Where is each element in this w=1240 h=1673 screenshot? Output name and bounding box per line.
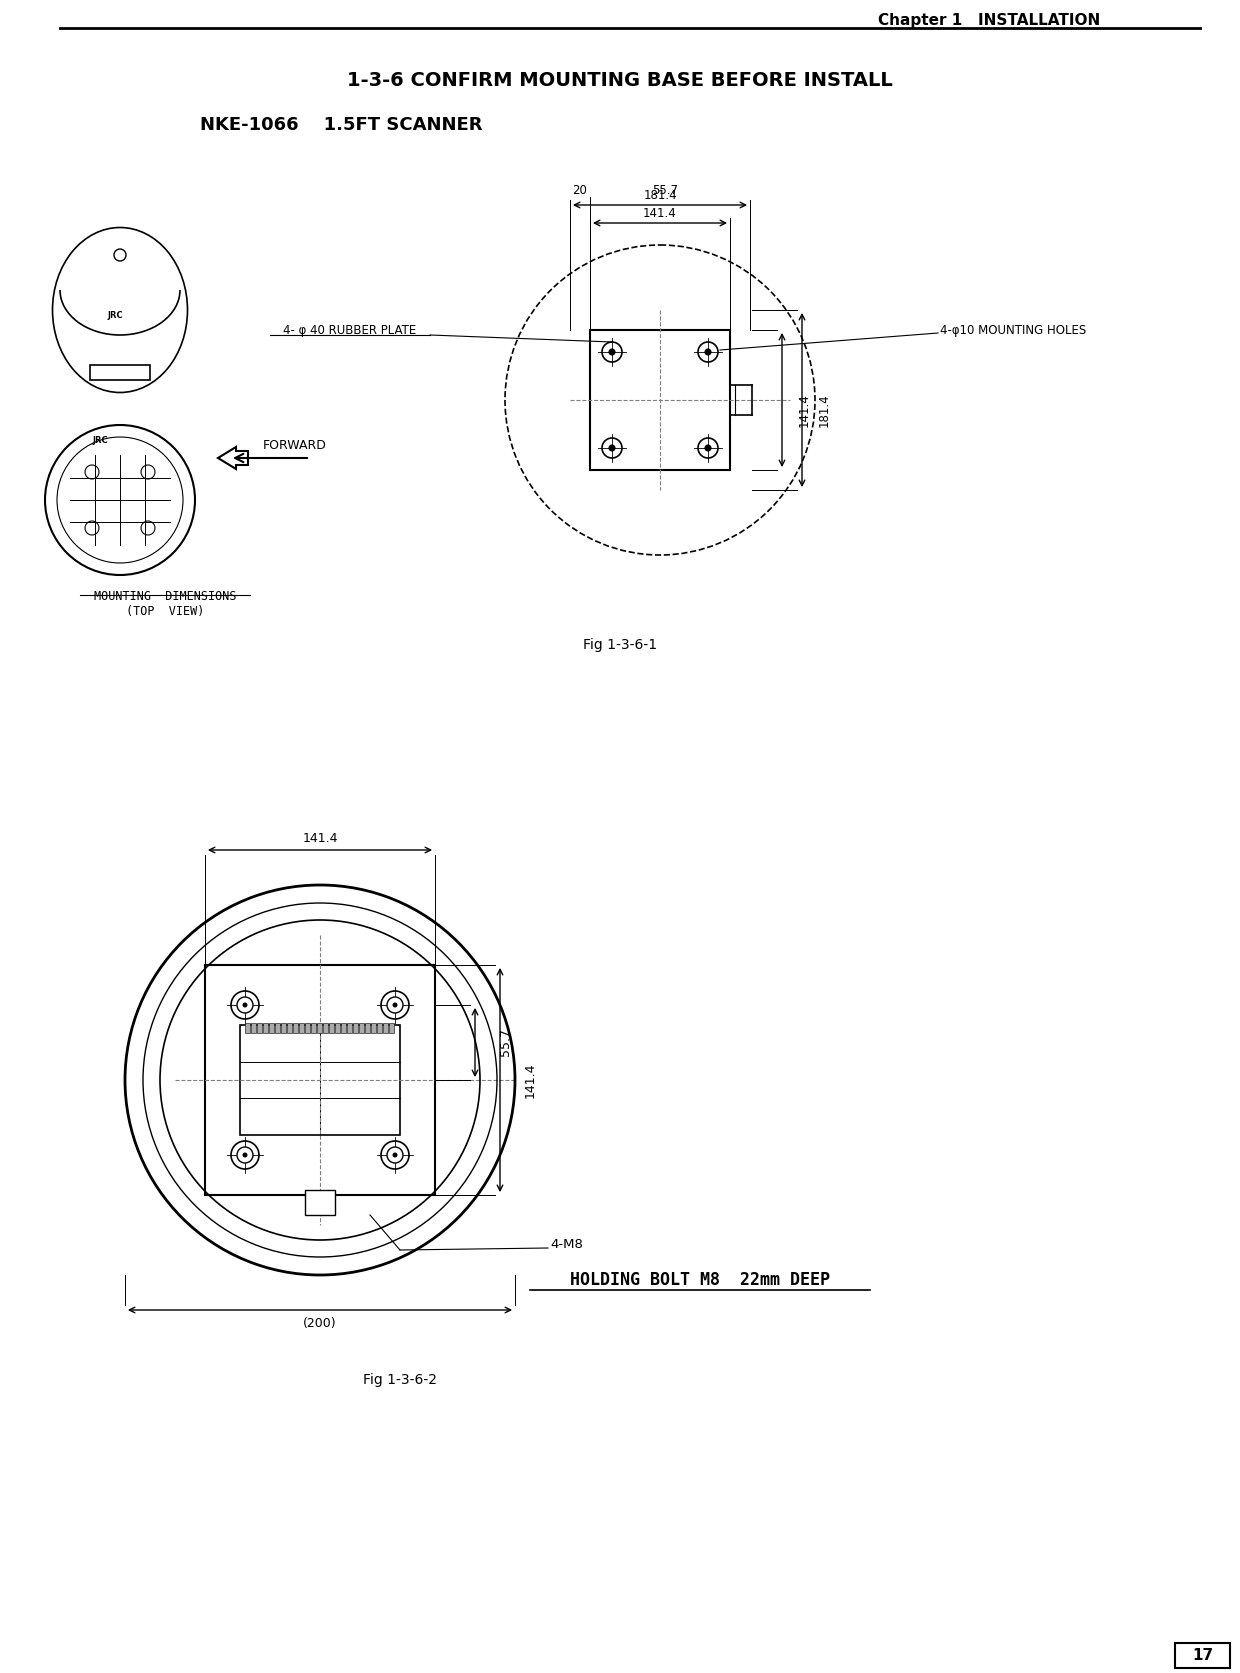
Text: 17: 17 — [1192, 1648, 1213, 1663]
Text: JRC: JRC — [92, 435, 108, 445]
Text: 141.4: 141.4 — [797, 393, 811, 427]
Text: Fig 1-3-6-2: Fig 1-3-6-2 — [363, 1374, 436, 1387]
Text: 141.4: 141.4 — [644, 206, 677, 219]
Bar — [91, 365, 150, 380]
Circle shape — [706, 350, 711, 355]
Bar — [246, 1022, 250, 1032]
Text: NKE-1066    1.5FT SCANNER: NKE-1066 1.5FT SCANNER — [200, 115, 482, 134]
Bar — [299, 1022, 304, 1032]
Bar — [371, 1022, 376, 1032]
Circle shape — [237, 1148, 253, 1163]
Bar — [322, 1022, 329, 1032]
Bar — [329, 1022, 334, 1032]
Bar — [335, 1022, 340, 1032]
Text: JRC: JRC — [107, 311, 123, 320]
Text: 141.4: 141.4 — [303, 831, 337, 845]
Circle shape — [609, 445, 615, 452]
Bar — [305, 1022, 310, 1032]
Text: Fig 1-3-6-1: Fig 1-3-6-1 — [583, 637, 657, 652]
Text: FORWARD: FORWARD — [263, 438, 327, 452]
Bar — [281, 1022, 286, 1032]
Text: 55.7: 55.7 — [652, 184, 678, 196]
Text: MOUNTING  DIMENSIONS
(TOP  VIEW): MOUNTING DIMENSIONS (TOP VIEW) — [94, 591, 237, 617]
Bar — [347, 1022, 352, 1032]
Bar — [317, 1022, 322, 1032]
Circle shape — [706, 445, 711, 452]
Text: 4- φ 40 RUBBER PLATE: 4- φ 40 RUBBER PLATE — [284, 323, 417, 336]
FancyArrow shape — [218, 447, 248, 468]
Bar — [257, 1022, 262, 1032]
Text: 141.4: 141.4 — [523, 1062, 537, 1097]
Bar — [250, 1022, 255, 1032]
Circle shape — [393, 1002, 398, 1007]
Circle shape — [237, 997, 253, 1012]
Bar — [275, 1022, 280, 1032]
Bar — [377, 1022, 382, 1032]
Text: HOLDING BOLT M8  22mm DEEP: HOLDING BOLT M8 22mm DEEP — [570, 1271, 830, 1288]
Text: 181.4: 181.4 — [817, 393, 831, 427]
Bar — [269, 1022, 274, 1032]
Circle shape — [609, 350, 615, 355]
Text: 1-3-6 CONFIRM MOUNTING BASE BEFORE INSTALL: 1-3-6 CONFIRM MOUNTING BASE BEFORE INSTA… — [347, 70, 893, 89]
Bar — [305, 1190, 335, 1215]
Bar — [311, 1022, 316, 1032]
Bar — [286, 1022, 291, 1032]
Text: 4-M8: 4-M8 — [551, 1238, 583, 1251]
Circle shape — [243, 1153, 248, 1158]
Bar — [1176, 1643, 1230, 1668]
Bar — [365, 1022, 370, 1032]
Circle shape — [393, 1153, 398, 1158]
Text: Chapter 1   INSTALLATION: Chapter 1 INSTALLATION — [878, 12, 1100, 27]
Bar — [360, 1022, 365, 1032]
Bar — [241, 1026, 401, 1134]
Bar — [263, 1022, 268, 1032]
Bar — [383, 1022, 388, 1032]
Bar — [353, 1022, 358, 1032]
Text: 4-φ10 MOUNTING HOLES: 4-φ10 MOUNTING HOLES — [940, 323, 1086, 336]
Bar — [341, 1022, 346, 1032]
Bar — [389, 1022, 394, 1032]
Circle shape — [387, 997, 403, 1012]
Circle shape — [387, 1148, 403, 1163]
Circle shape — [243, 1002, 248, 1007]
Text: 20: 20 — [573, 184, 588, 196]
Text: 181.4: 181.4 — [644, 189, 677, 201]
Bar — [293, 1022, 298, 1032]
Text: 55.7: 55.7 — [498, 1029, 511, 1057]
Text: (200): (200) — [304, 1318, 337, 1330]
